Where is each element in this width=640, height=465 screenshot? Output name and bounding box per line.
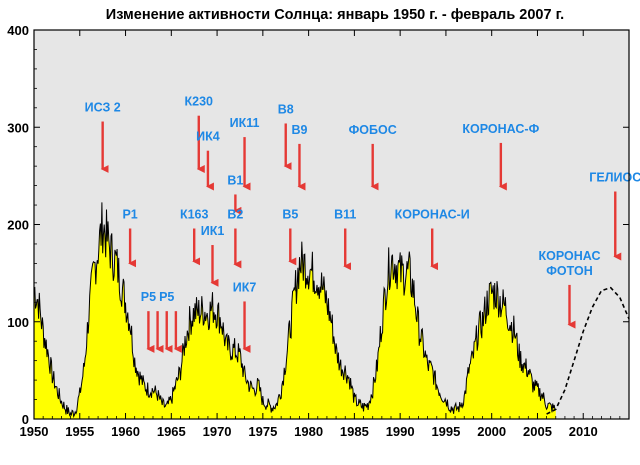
x-tick-label: 1970 (203, 424, 232, 439)
x-tick-label: 1980 (294, 424, 323, 439)
x-tick-label: 1950 (20, 424, 49, 439)
annotation-label: ФОБОС (349, 123, 397, 137)
annotation-label: В2 (227, 208, 243, 222)
x-tick-label: 1975 (248, 424, 277, 439)
annotation-label: ИК1 (201, 224, 225, 238)
annotation-label: КОРОНАС (538, 249, 600, 263)
x-tick-label: 1960 (111, 424, 140, 439)
forecast-curve (546, 286, 630, 415)
annotation-label: К230 (185, 95, 214, 109)
chart-title: Изменение активности Солнца: январь 1950… (106, 7, 564, 23)
annotation-label: КОРОНАС-Ф (462, 122, 539, 136)
annotation-label: ИК7 (233, 280, 257, 294)
annotation-label: ИСЗ 2 (85, 101, 121, 115)
series-layer (33, 202, 630, 419)
x-tick-label: 2010 (569, 424, 598, 439)
annotation-label: ИК11 (230, 116, 260, 130)
sunspot-line (33, 202, 557, 419)
x-tick-label: 1995 (431, 424, 460, 439)
y-tick-label: 0 (22, 412, 29, 427)
annotation-label: ФОТОН (546, 264, 592, 278)
annotation-label: ИК4 (196, 130, 220, 144)
annotation-label: КОРОНАС-И (395, 208, 470, 222)
x-tick-label: 2000 (477, 424, 506, 439)
annotation-label: В11 (334, 208, 356, 222)
x-tick-label: 1965 (157, 424, 186, 439)
y-tick-label: 100 (7, 315, 29, 330)
sunspot-area (34, 202, 556, 419)
x-tick-label: 1985 (340, 424, 369, 439)
y-tick-label: 300 (7, 120, 29, 135)
annotation-label: В1 (227, 173, 243, 187)
annotation-label: К163 (180, 208, 209, 222)
x-tick-label: 2005 (523, 424, 552, 439)
axis-layer: 1950 1955 1960 1965 1970 1975 1980 1985 1990 1995… (7, 23, 629, 439)
annotation-label: Р1 (122, 208, 137, 222)
y-tick-label: 400 (7, 23, 29, 38)
annotation-label: ГЕЛИОС (589, 171, 640, 185)
annotation-label: В8 (278, 102, 294, 116)
x-tick-label: 1955 (65, 424, 94, 439)
annotation-label: Р5 (159, 290, 174, 304)
annotation-label: В9 (291, 123, 307, 137)
x-tick-label: 1990 (386, 424, 415, 439)
y-tick-label: 200 (7, 218, 29, 233)
annotation-label: В5 (282, 208, 298, 222)
annotation-label: Р5 (141, 290, 156, 304)
